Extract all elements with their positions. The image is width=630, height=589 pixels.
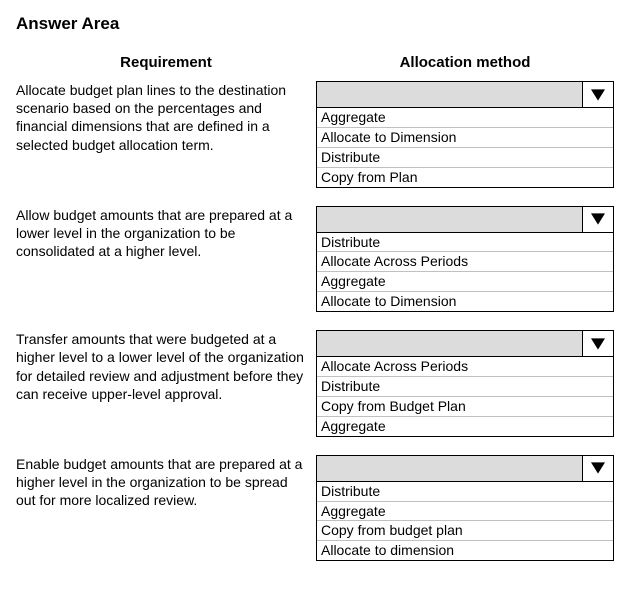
question-row: Enable budget amounts that are prepared … [16,455,614,562]
requirement-header: Requirement [16,54,316,71]
dropdown-option[interactable]: Copy from budget plan [317,520,613,540]
chevron-down-icon[interactable] [583,456,613,482]
dropdown-option[interactable]: Distribute [317,376,613,396]
dropdown-options: Distribute Aggregate Copy from budget pl… [317,482,613,561]
dropdown-option[interactable]: Aggregate [317,271,613,291]
allocation-dropdown[interactable]: Distribute Allocate Across Periods Aggre… [316,206,614,313]
question-row: Allow budget amounts that are prepared a… [16,206,614,313]
dropdown-option[interactable]: Allocate Across Periods [317,251,613,271]
allocation-dropdown[interactable]: Allocate Across Periods Distribute Copy … [316,330,614,437]
page-title: Answer Area [16,14,614,34]
chevron-down-icon[interactable] [583,331,613,357]
dropdown-header[interactable] [317,456,613,482]
dropdown-option[interactable]: Aggregate [317,501,613,521]
dropdown-selected-value [317,207,583,233]
dropdown-option[interactable]: Allocate Across Periods [317,357,613,376]
requirement-text: Enable budget amounts that are prepared … [16,455,316,510]
dropdown-option[interactable]: Aggregate [317,108,613,127]
dropdown-option[interactable]: Aggregate [317,416,613,436]
chevron-down-icon[interactable] [583,82,613,108]
requirement-text: Transfer amounts that were budgeted at a… [16,330,316,403]
dropdown-selected-value [317,456,583,482]
dropdown-options: Allocate Across Periods Distribute Copy … [317,357,613,436]
requirement-text: Allow budget amounts that are prepared a… [16,206,316,261]
dropdown-option[interactable]: Allocate to dimension [317,540,613,560]
dropdown-option[interactable]: Copy from Plan [317,167,613,187]
dropdown-option[interactable]: Distribute [317,147,613,167]
dropdown-option[interactable]: Distribute [317,233,613,252]
dropdown-header[interactable] [317,331,613,357]
dropdown-option[interactable]: Distribute [317,482,613,501]
dropdown-option[interactable]: Allocate to Dimension [317,127,613,147]
column-headers: Requirement Allocation method [16,54,614,71]
allocation-header: Allocation method [316,54,614,71]
dropdown-option[interactable]: Allocate to Dimension [317,291,613,311]
dropdown-options: Aggregate Allocate to Dimension Distribu… [317,108,613,187]
allocation-dropdown[interactable]: Aggregate Allocate to Dimension Distribu… [316,81,614,188]
requirement-text: Allocate budget plan lines to the destin… [16,81,316,154]
dropdown-selected-value [317,82,583,108]
dropdown-header[interactable] [317,82,613,108]
question-row: Allocate budget plan lines to the destin… [16,81,614,188]
dropdown-options: Distribute Allocate Across Periods Aggre… [317,233,613,312]
allocation-dropdown[interactable]: Distribute Aggregate Copy from budget pl… [316,455,614,562]
question-row: Transfer amounts that were budgeted at a… [16,330,614,437]
dropdown-option[interactable]: Copy from Budget Plan [317,396,613,416]
chevron-down-icon[interactable] [583,207,613,233]
dropdown-selected-value [317,331,583,357]
dropdown-header[interactable] [317,207,613,233]
